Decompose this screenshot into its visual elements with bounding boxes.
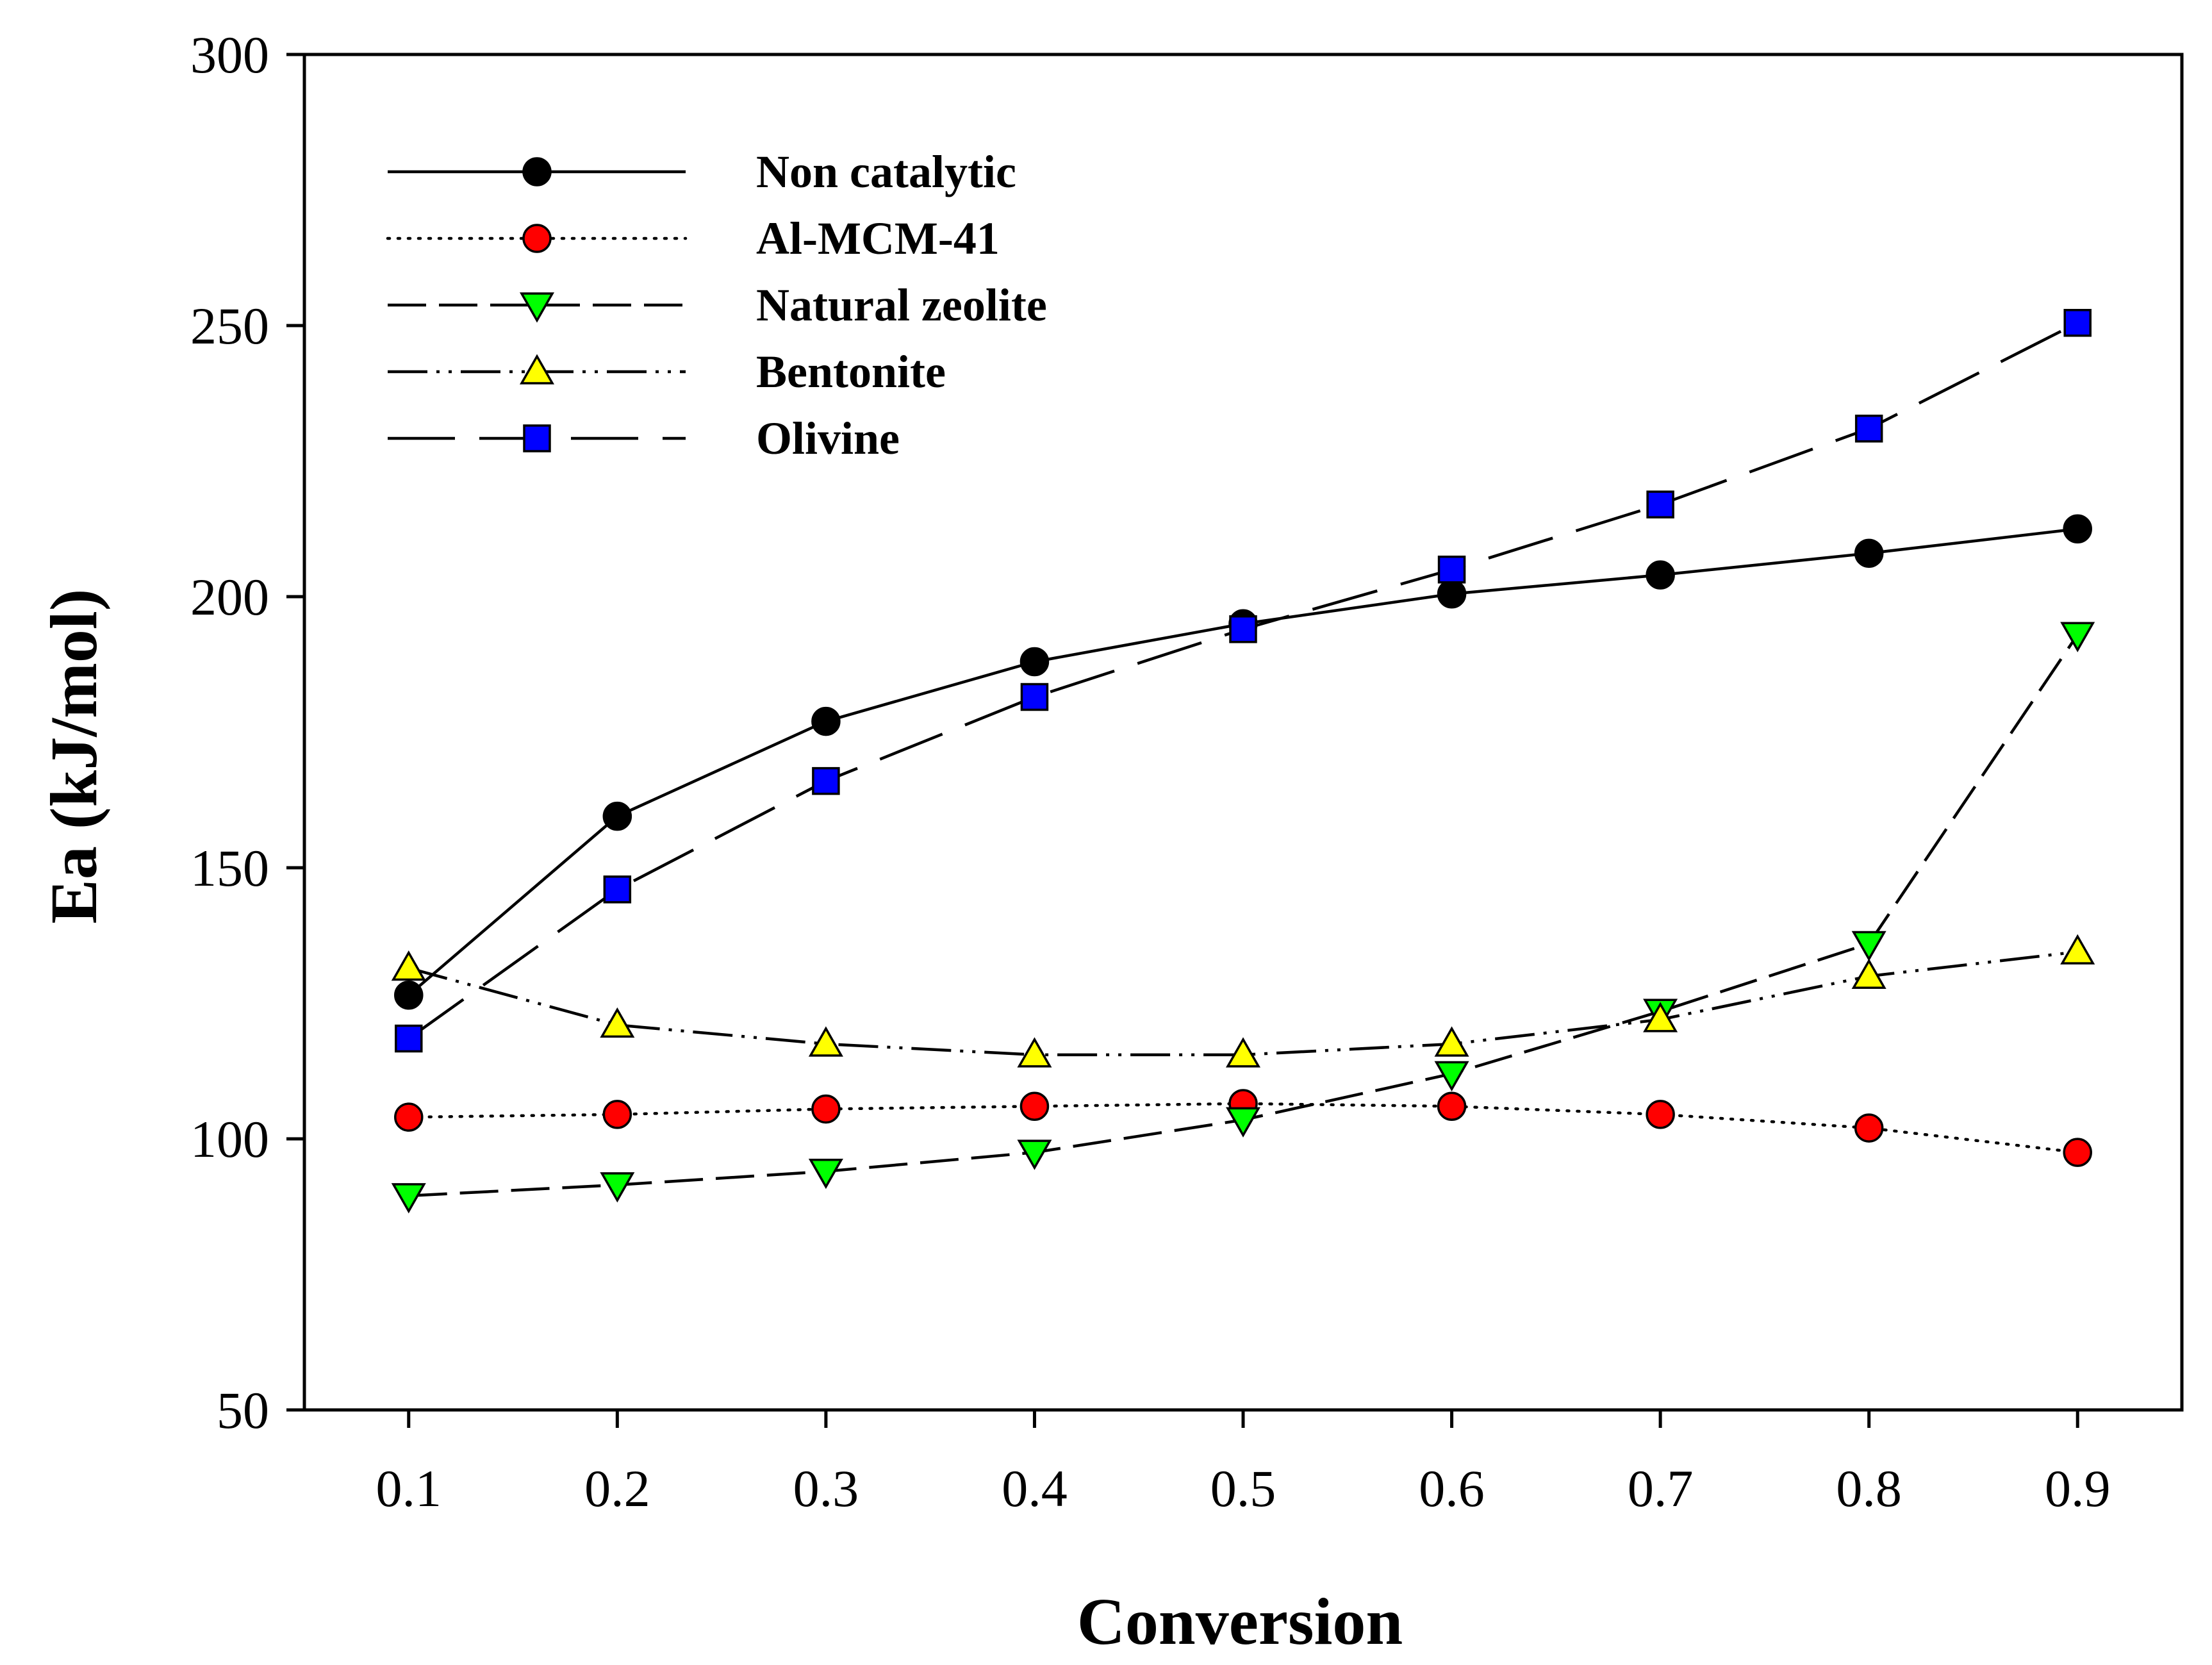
legend-label-non-catalytic: Non catalytic xyxy=(756,146,1016,197)
point-natural-zeolite xyxy=(2060,622,2095,652)
y-axis-title: Ea (kJ/mol) xyxy=(37,589,111,924)
point-bentonite xyxy=(1851,958,1886,989)
point-bentonite xyxy=(1017,1037,1052,1068)
point-al-mcm-41 xyxy=(1019,1091,1050,1121)
point-al-mcm-41 xyxy=(1854,1113,1884,1143)
point-olivine xyxy=(2063,309,2092,337)
point-bentonite xyxy=(1225,1037,1261,1068)
x-tick-label: 0.4 xyxy=(1002,1459,1068,1518)
legend-marker-olivine xyxy=(523,424,551,452)
y-tick-label: 200 xyxy=(190,568,269,626)
legend-label-al-mcm-41: Al-MCM-41 xyxy=(756,213,1000,264)
point-bentonite xyxy=(1643,1002,1678,1032)
point-bentonite xyxy=(391,950,426,981)
x-tick-label: 0.9 xyxy=(2045,1459,2111,1518)
point-al-mcm-41 xyxy=(1646,1100,1675,1129)
y-tick-label: 50 xyxy=(217,1381,269,1439)
point-non-catalytic xyxy=(1019,647,1050,677)
point-non-catalytic xyxy=(1854,538,1884,568)
point-non-catalytic xyxy=(602,801,632,831)
point-al-mcm-41 xyxy=(602,1100,632,1129)
legend-marker-al-mcm-41 xyxy=(522,224,552,253)
legend-label-olivine: Olivine xyxy=(756,413,900,464)
legend-marker-bentonite xyxy=(519,354,555,385)
point-olivine xyxy=(1229,615,1257,643)
series-line-al-mcm-41 xyxy=(407,1102,2079,1154)
point-bentonite xyxy=(2060,934,2095,965)
point-al-mcm-41 xyxy=(1437,1091,1467,1121)
axes: 50 100 150 200 250 300 0.1 0.2 0.3 0.4 0.5 0.6 0.7 0.… xyxy=(190,26,2184,1518)
point-natural-zeolite xyxy=(1225,1107,1261,1138)
x-axis-title: Conversion xyxy=(1077,1585,1403,1659)
point-olivine xyxy=(1646,490,1674,518)
point-non-catalytic xyxy=(2063,514,2092,543)
point-bentonite xyxy=(600,1007,635,1038)
point-olivine xyxy=(1020,683,1049,711)
x-tick-label: 0.1 xyxy=(376,1459,442,1518)
x-tick-label: 0.8 xyxy=(1836,1459,1902,1518)
series-markers xyxy=(391,309,2095,1214)
point-natural-zeolite xyxy=(1017,1139,1052,1170)
point-al-mcm-41 xyxy=(2063,1138,2092,1167)
point-al-mcm-41 xyxy=(394,1102,424,1132)
legend-label-natural-zeolite: Natural zeolite xyxy=(756,279,1047,331)
x-tick-label: 0.3 xyxy=(793,1459,859,1518)
point-non-catalytic xyxy=(811,706,841,736)
point-natural-zeolite xyxy=(1434,1061,1469,1092)
point-olivine xyxy=(603,875,632,904)
point-bentonite xyxy=(808,1026,843,1057)
point-olivine xyxy=(1854,414,1883,443)
point-olivine xyxy=(395,1024,423,1053)
y-tick-label: 150 xyxy=(190,839,269,897)
x-tick-label: 0.2 xyxy=(584,1459,650,1518)
legend: Non catalytic Al-MCM-41 Natural zeolite Ben… xyxy=(386,146,1047,464)
point-natural-zeolite xyxy=(1851,931,1886,961)
point-al-mcm-41 xyxy=(811,1094,841,1124)
x-tick-label: 0.6 xyxy=(1419,1459,1485,1518)
point-olivine xyxy=(812,766,840,795)
point-non-catalytic xyxy=(394,981,424,1010)
legend-marker-non-catalytic xyxy=(522,157,552,186)
point-olivine xyxy=(1437,555,1466,584)
point-non-catalytic xyxy=(1646,560,1675,590)
y-tick-label: 300 xyxy=(190,26,269,84)
point-natural-zeolite xyxy=(391,1183,426,1214)
legend-marker-natural-zeolite xyxy=(519,292,555,323)
x-tick-label: 0.5 xyxy=(1210,1459,1276,1518)
point-bentonite xyxy=(1434,1026,1469,1057)
y-tick-label: 100 xyxy=(190,1110,269,1168)
point-non-catalytic xyxy=(1437,579,1467,609)
legend-label-bentonite: Bentonite xyxy=(756,346,946,397)
point-natural-zeolite xyxy=(808,1159,843,1189)
point-natural-zeolite xyxy=(600,1172,635,1203)
y-tick-label: 250 xyxy=(190,297,269,355)
x-tick-label: 0.7 xyxy=(1628,1459,1694,1518)
